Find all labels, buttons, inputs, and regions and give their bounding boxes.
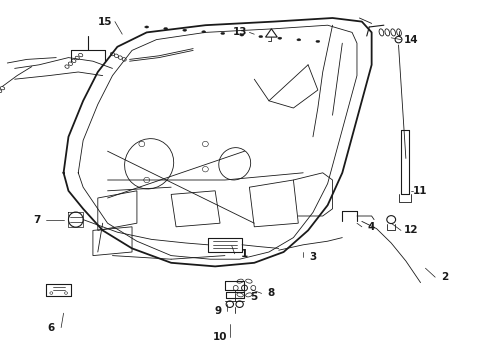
Text: 9: 9 (214, 306, 221, 316)
Text: 15: 15 (98, 17, 112, 27)
Text: 5: 5 (250, 292, 257, 302)
Ellipse shape (144, 26, 148, 28)
Text: 2: 2 (441, 272, 447, 282)
Text: 1: 1 (241, 249, 247, 259)
Text: 14: 14 (403, 35, 417, 45)
Ellipse shape (183, 29, 186, 31)
Text: 7: 7 (33, 215, 41, 225)
Ellipse shape (163, 27, 167, 30)
Text: 8: 8 (267, 288, 274, 298)
Ellipse shape (258, 36, 262, 38)
Ellipse shape (277, 37, 281, 39)
Text: 13: 13 (232, 27, 246, 37)
Text: 3: 3 (309, 252, 316, 262)
Text: 10: 10 (212, 332, 227, 342)
Text: 6: 6 (48, 323, 55, 333)
Ellipse shape (239, 34, 243, 36)
Text: 12: 12 (403, 225, 417, 235)
Ellipse shape (202, 31, 205, 33)
Ellipse shape (315, 40, 319, 42)
Ellipse shape (221, 32, 224, 35)
Text: 11: 11 (412, 186, 427, 196)
Text: 4: 4 (367, 222, 375, 232)
Ellipse shape (296, 39, 300, 41)
